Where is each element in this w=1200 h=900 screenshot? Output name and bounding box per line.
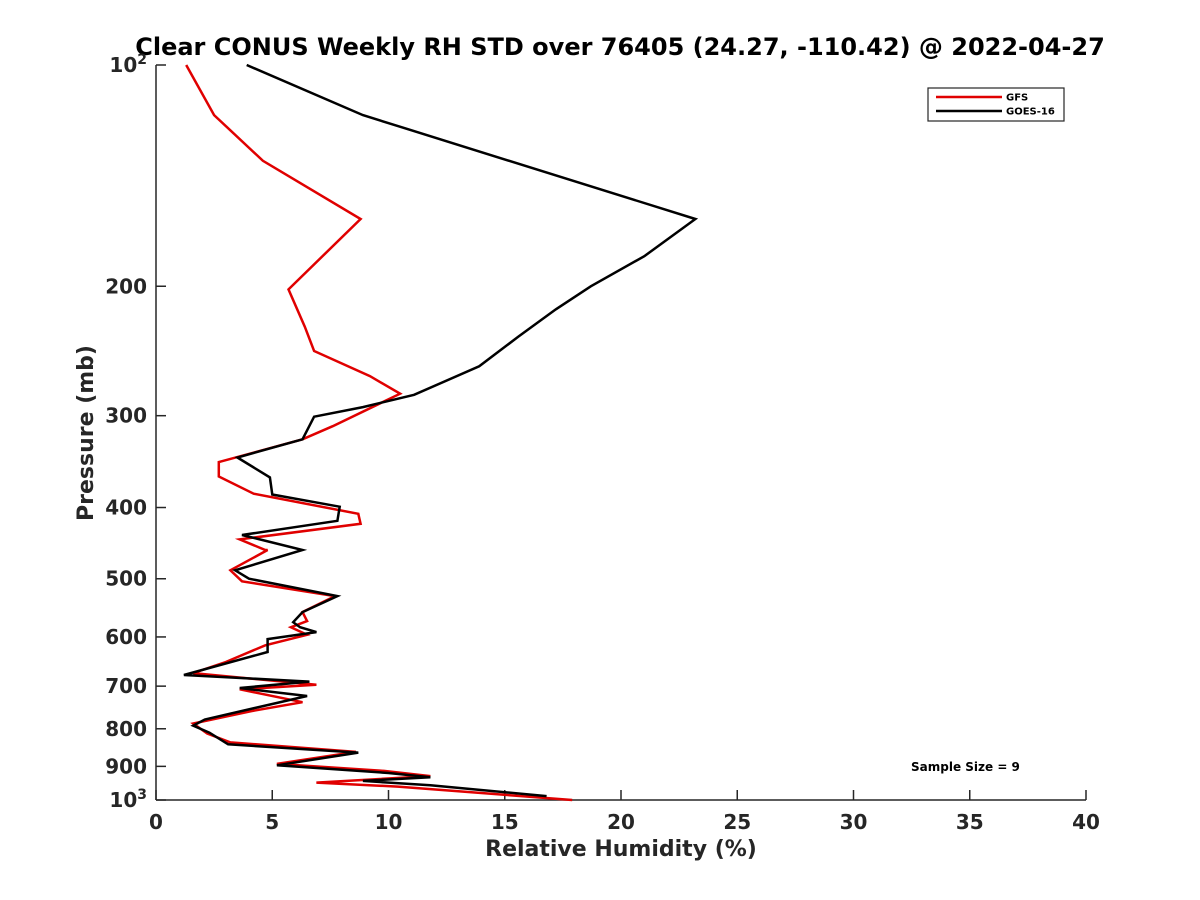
y-tick-label: 700	[105, 674, 147, 698]
y-tick-label: 800	[105, 717, 147, 741]
series-layer	[183, 63, 699, 802]
x-tick-label: 35	[956, 810, 984, 834]
x-tick-label: 0	[149, 810, 163, 834]
legend-box	[927, 87, 1065, 122]
x-axis-label: Relative Humidity (%)	[485, 837, 757, 862]
legend: GFS GOES-16	[927, 87, 1065, 122]
x-tick-label: 25	[723, 810, 751, 834]
legend-label-goes16: GOES-16	[1006, 107, 1055, 118]
x-tick-label: 30	[840, 810, 868, 834]
sample-size-annotation: Sample Size = 9	[911, 760, 1020, 774]
x-tick-label: 20	[607, 810, 635, 834]
x-ticks: 0 5 10 15 20 25 30 35 40	[149, 790, 1100, 834]
y-tick-label: 300	[105, 404, 147, 428]
y-tick-label: 600	[105, 625, 147, 649]
x-tick-label: 10	[375, 810, 403, 834]
x-tick-label: 5	[265, 810, 279, 834]
y-tick-label: 500	[105, 567, 147, 591]
y-tick-label: 900	[105, 754, 147, 778]
x-tick-label: 40	[1072, 810, 1100, 834]
legend-label-gfs: GFS	[1006, 93, 1028, 104]
y-tick-label: 200	[105, 274, 147, 298]
series-line-goes16	[183, 63, 699, 798]
y-axis-label: Pressure (mb)	[74, 345, 99, 521]
y-tick-label: 400	[105, 496, 147, 520]
x-tick-label: 15	[491, 810, 519, 834]
chart-title: Clear CONUS Weekly RH STD over 76405 (24…	[135, 33, 1105, 61]
